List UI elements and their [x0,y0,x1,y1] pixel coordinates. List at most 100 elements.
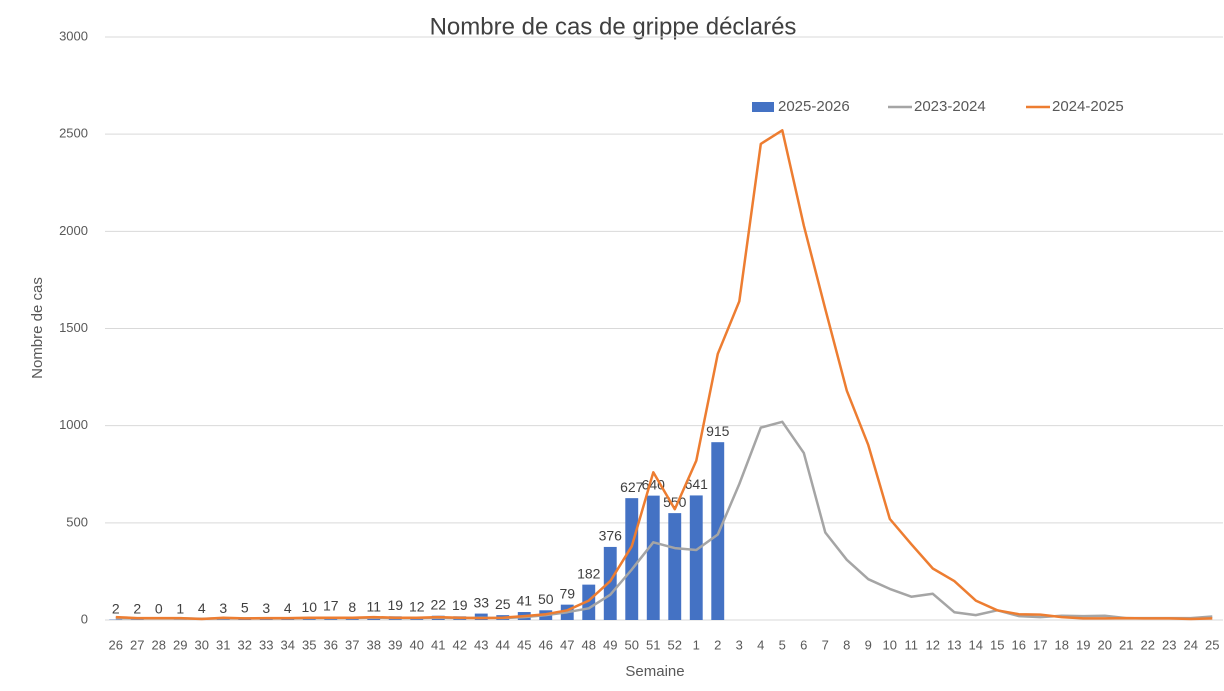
x-tick-label: 27 [130,637,144,652]
x-tick-label: 14 [969,637,983,652]
x-tick-label: 33 [259,637,273,652]
x-tick-label: 31 [216,637,230,652]
data-label: 3 [262,600,270,616]
data-label: 10 [301,599,317,615]
y-tick-label: 0 [81,611,88,626]
y-axis-title: Nombre de cas [29,277,46,379]
x-tick-label: 32 [238,637,252,652]
x-tick-label: 16 [1012,637,1026,652]
x-tick-label: 42 [453,637,467,652]
bar [668,513,681,620]
x-tick-label: 45 [517,637,531,652]
chart-title: Nombre de cas de grippe déclarés [430,13,797,40]
bar [690,495,703,620]
x-tick-label: 26 [109,637,123,652]
line [116,422,1213,619]
y-tick-label: 3000 [59,28,88,43]
x-tick-label: 49 [603,637,617,652]
x-tick-label: 8 [843,637,850,652]
data-label: 19 [452,597,468,613]
data-label: 182 [577,565,601,581]
x-tick-label: 39 [388,637,402,652]
x-tick-label: 52 [668,637,682,652]
data-label: 79 [559,585,575,601]
x-tick-label: 46 [539,637,553,652]
legend-label: 2025-2026 [778,98,850,115]
x-tick-label: 18 [1055,637,1069,652]
data-label: 3 [219,600,227,616]
x-tick-label: 25 [1205,637,1219,652]
y-tick-label: 500 [66,514,88,529]
x-tick-label: 6 [800,637,807,652]
x-tick-label: 3 [736,637,743,652]
x-tick-label: 47 [560,637,574,652]
data-label: 8 [348,599,356,615]
x-tick-label: 50 [625,637,639,652]
x-tick-label: 29 [173,637,187,652]
data-label: 2 [133,600,141,616]
x-tick-label: 13 [947,637,961,652]
data-label: 376 [599,528,623,544]
data-label: 22 [430,596,446,612]
x-tick-label: 35 [302,637,316,652]
data-label: 25 [495,596,511,612]
bar [604,547,617,620]
x-tick-label: 24 [1184,637,1198,652]
x-tick-label: 23 [1162,637,1176,652]
x-tick-label: 44 [496,637,510,652]
bar [647,496,660,620]
legend-marker [752,102,774,112]
x-tick-label: 51 [646,637,660,652]
x-tick-label: 17 [1033,637,1047,652]
x-tick-label: 21 [1119,637,1133,652]
data-label: 33 [473,594,489,610]
x-tick-label: 4 [757,637,764,652]
data-label: 17 [323,597,339,613]
x-tick-label: 2 [714,637,721,652]
x-tick-label: 7 [822,637,829,652]
y-tick-label: 1000 [59,417,88,432]
x-tick-label: 41 [431,637,445,652]
data-label: 4 [198,600,206,616]
data-label: 5 [241,600,249,616]
y-tick-label: 2500 [59,126,88,141]
x-axis-title: Semaine [625,663,684,680]
data-label: 915 [706,423,730,439]
data-label: 12 [409,598,425,614]
y-tick-label: 1500 [59,320,88,335]
legend-label: 2023-2024 [914,98,986,115]
data-label: 4 [284,600,292,616]
data-label: 19 [387,597,403,613]
x-tick-label: 34 [281,637,295,652]
x-tick-label: 15 [990,637,1004,652]
x-tick-label: 9 [865,637,872,652]
x-tick-label: 19 [1076,637,1090,652]
x-tick-label: 1 [693,637,700,652]
bar [625,498,638,620]
x-tick-label: 36 [324,637,338,652]
bar [711,442,724,620]
y-tick-label: 2000 [59,223,88,238]
x-tick-label: 28 [152,637,166,652]
x-tick-label: 5 [779,637,786,652]
data-label: 1 [176,601,184,617]
x-tick-label: 10 [883,637,897,652]
x-tick-label: 11 [905,637,919,652]
data-label: 50 [538,591,554,607]
x-tick-label: 40 [410,637,424,652]
x-tick-label: 12 [926,637,940,652]
x-tick-label: 37 [345,637,359,652]
data-label: 0 [155,601,163,617]
x-tick-label: 20 [1098,637,1112,652]
legend-label: 2024-2025 [1052,98,1124,115]
x-tick-label: 38 [367,637,381,652]
data-label: 2 [112,600,120,616]
x-tick-label: 22 [1141,637,1155,652]
data-label: 11 [366,599,381,615]
data-label: 41 [516,593,532,609]
data-label: 627 [620,479,644,495]
x-tick-label: 48 [582,637,596,652]
x-tick-label: 30 [195,637,209,652]
